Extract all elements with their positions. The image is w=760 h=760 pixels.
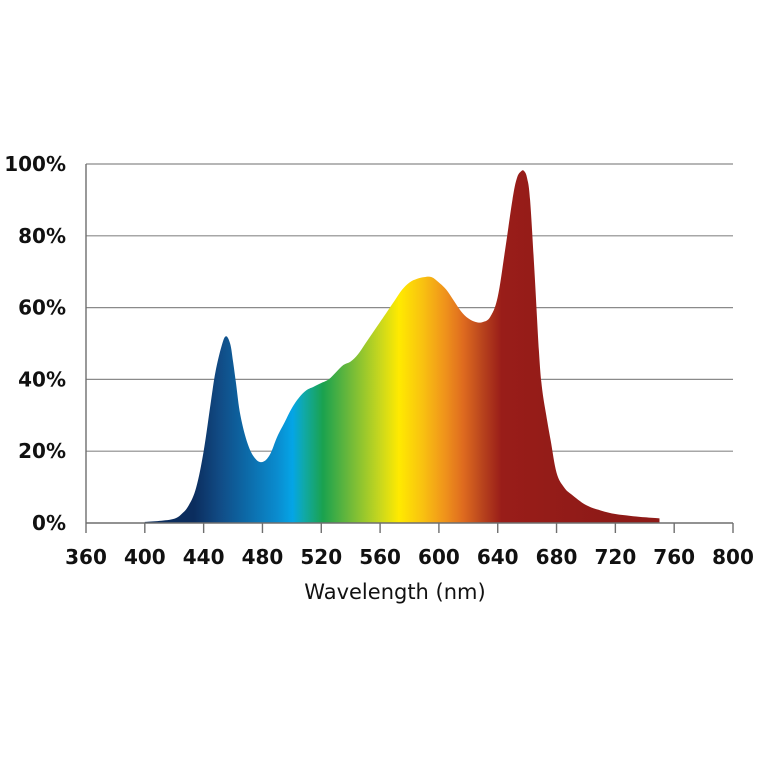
x-tick-label-640: 640 [477, 545, 519, 569]
x-tick-label-480: 480 [242, 545, 284, 569]
x-tick-label-560: 560 [359, 545, 401, 569]
y-tick-label-80: 80% [18, 224, 66, 248]
x-axis-title: Wavelength (nm) [304, 580, 485, 604]
x-tick-label-600: 600 [418, 545, 460, 569]
y-tick-label-60: 60% [18, 296, 66, 320]
y-tick-label-40: 40% [18, 367, 66, 391]
x-tick-label-680: 680 [536, 545, 578, 569]
x-tick-label-400: 400 [124, 545, 166, 569]
spectrum-area [144, 170, 660, 523]
x-tick-label-520: 520 [300, 545, 342, 569]
x-tick-label-440: 440 [183, 545, 225, 569]
axis-layer [85, 164, 734, 533]
y-tick-label-20: 20% [18, 439, 66, 463]
x-tick-label-800: 800 [712, 545, 754, 569]
x-tick-label-720: 720 [594, 545, 636, 569]
y-tick-label-0: 0% [32, 511, 66, 535]
x-tick-label-360: 360 [65, 545, 107, 569]
x-tick-label-760: 760 [653, 545, 695, 569]
y-tick-label-100: 100% [4, 152, 66, 176]
label-layer: 0% 20% 40% 60% 80% 100% 360 400 440 480 520 560 600 6… [4, 152, 754, 569]
